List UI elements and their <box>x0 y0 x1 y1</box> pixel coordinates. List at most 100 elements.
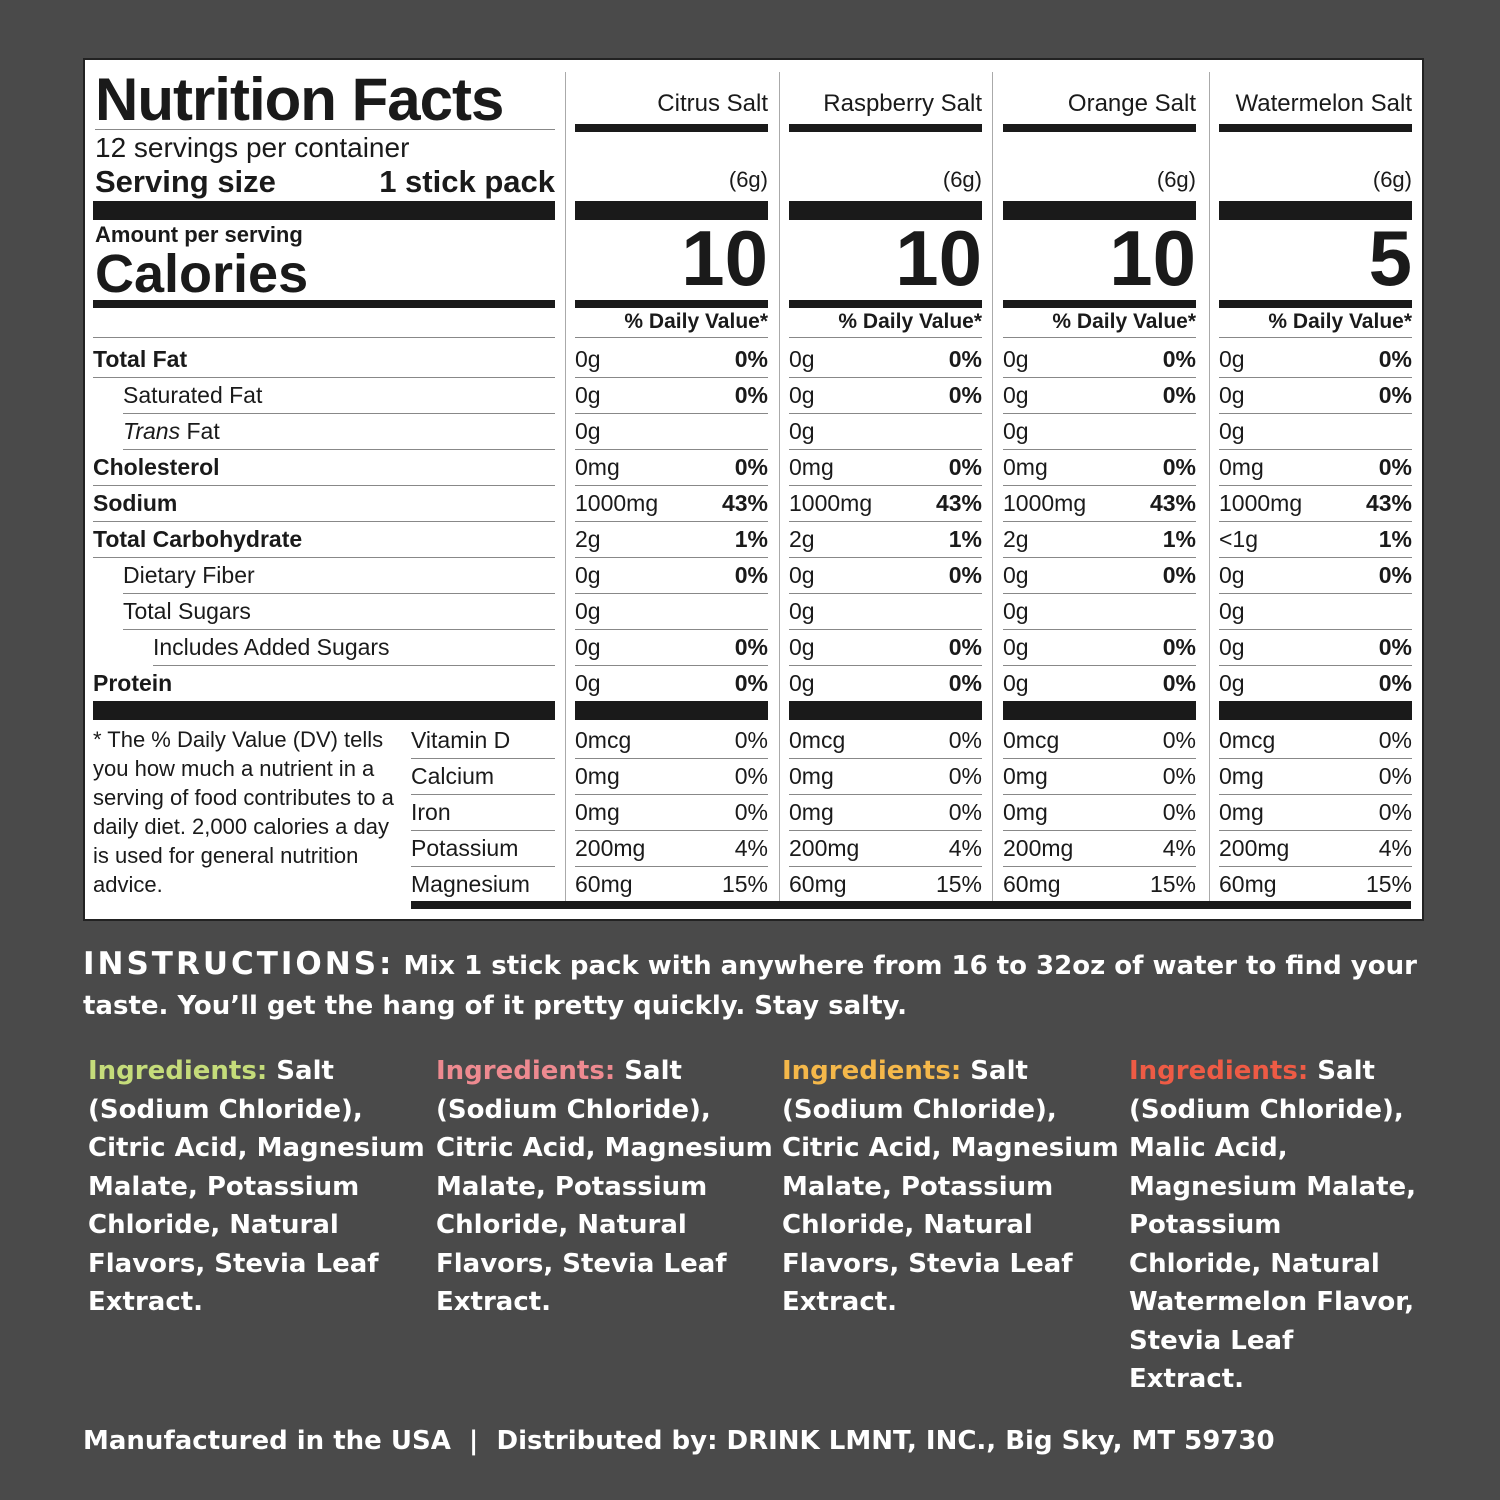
vitamin-label: Magnesium <box>411 871 530 897</box>
nutrient-value-row: 0g 0% <box>1219 665 1412 701</box>
nutrient-amount: 0g <box>789 562 815 588</box>
nutrient-label-italic: Trans <box>123 418 181 444</box>
daily-value-header: % Daily Value* <box>624 310 768 333</box>
vitamin-daily-value: 15% <box>1149 871 1196 897</box>
nutrient-amount: 0g <box>789 634 815 660</box>
product-column: Watermelon Salt (6g) 5% Daily Value* 0g 0% 0g… <box>1219 60 1412 910</box>
nutrient-value-row: 0mg 0% <box>789 449 982 485</box>
row-divider <box>93 557 555 558</box>
nutrient-value-row: 1000mg 43% <box>575 485 768 521</box>
nutrient-daily-value: 0% <box>734 670 768 696</box>
vitamin-daily-value: 0% <box>1162 799 1196 825</box>
nutrient-amount: 0g <box>1219 562 1245 588</box>
nutrient-value-row: 0g 0% <box>575 557 768 593</box>
nutrient-amount: 1000mg <box>789 490 873 516</box>
nutrient-label: Dietary Fiber <box>123 557 255 593</box>
row-divider <box>789 665 982 666</box>
vitamin-label: Vitamin D <box>411 727 511 753</box>
nutrient-daily-value: 43% <box>721 490 768 516</box>
medium-divider <box>1003 300 1196 308</box>
nutrient-amount: 0g <box>575 382 601 408</box>
nutrient-value-row: 0g 0% <box>1003 341 1196 377</box>
nutrient-value-row: 1000mg 43% <box>1219 485 1412 521</box>
daily-value-header: % Daily Value* <box>838 310 982 333</box>
row-divider <box>1003 830 1196 831</box>
nutrient-value-row: 0g <box>575 593 768 629</box>
nutrient-label-text: Dietary Fiber <box>123 562 255 588</box>
nutrient-amount: 0g <box>789 598 815 624</box>
medium-divider <box>1219 124 1412 132</box>
vitamin-amount: 0mg <box>1003 763 1048 789</box>
title-divider <box>95 129 555 130</box>
vitamin-daily-value: 0% <box>1378 727 1412 753</box>
nutrient-label-text: Fat <box>180 418 220 444</box>
vitamin-daily-value: 0% <box>734 727 768 753</box>
nutrient-daily-value: 0% <box>1162 382 1196 408</box>
row-divider <box>1003 377 1196 378</box>
row-divider <box>93 485 555 486</box>
row-divider <box>575 866 768 867</box>
row-divider <box>123 593 555 594</box>
row-divider <box>1219 830 1412 831</box>
nutrient-amount: 0g <box>1219 670 1245 696</box>
nutrient-value-row: 2g 1% <box>1003 521 1196 557</box>
nutrient-value-row: 0mg 0% <box>1219 449 1412 485</box>
nutrient-amount: 0g <box>575 634 601 660</box>
nutrient-amount: 0g <box>575 418 601 444</box>
vitamin-daily-value: 4% <box>1378 835 1412 861</box>
row-divider <box>1003 758 1196 759</box>
column-divider <box>565 72 566 902</box>
row-divider <box>411 758 555 759</box>
column-divider <box>1209 72 1210 902</box>
nutrient-label: Cholesterol <box>93 449 220 485</box>
row-divider <box>1003 449 1196 450</box>
row-divider <box>93 377 555 378</box>
nutrient-value-row: 0g 0% <box>789 557 982 593</box>
nutrient-daily-value: 0% <box>1162 562 1196 588</box>
vitamin-daily-value: 0% <box>734 763 768 789</box>
vitamin-daily-value: 0% <box>1378 799 1412 825</box>
nutrient-value-row: 0g 0% <box>1219 377 1412 413</box>
manufacturer-footer: Manufactured in the USA | Distributed by… <box>83 1425 1275 1456</box>
nutrient-amount: 0g <box>789 382 815 408</box>
nutrient-amount: 0g <box>789 418 815 444</box>
row-divider <box>575 485 768 486</box>
product-serving-size: (6g) <box>942 167 982 192</box>
serving-size: Serving size 1 stick pack <box>95 165 555 199</box>
vitamin-daily-value: 15% <box>721 871 768 897</box>
vitamin-amount: 200mg <box>789 835 860 861</box>
nutrient-amount: 2g <box>789 526 815 552</box>
vitamin-amount: 60mg <box>575 871 633 897</box>
row-divider <box>1219 521 1412 522</box>
row-divider <box>1219 758 1412 759</box>
vitamin-amount: 0mg <box>575 763 620 789</box>
vitamin-daily-value: 0% <box>948 799 982 825</box>
nutrient-amount: 0g <box>575 598 601 624</box>
nutrient-daily-value: 0% <box>1162 346 1196 372</box>
nutrient-value-row: 0g <box>789 593 982 629</box>
nutrient-daily-value: 0% <box>948 562 982 588</box>
row-divider <box>575 449 768 450</box>
vitamin-value-row: 60mg 15% <box>575 866 768 902</box>
ingredients-text: Salt (Sodium Chloride), Citric Acid, Mag… <box>436 1056 773 1317</box>
ingredients-block: Ingredients: Salt (Sodium Chloride), Mal… <box>1129 1052 1423 1399</box>
nutrient-amount: 0g <box>789 670 815 696</box>
row-divider <box>1219 665 1412 666</box>
vitamin-amount: 200mg <box>1003 835 1074 861</box>
nutrient-value-row: 0g <box>789 413 982 449</box>
nutrient-daily-value: 0% <box>948 634 982 660</box>
nutrient-amount: 0g <box>1219 598 1245 624</box>
amount-per-serving: Amount per serving <box>95 222 303 247</box>
nutrient-amount: 2g <box>1003 526 1029 552</box>
nutrient-amount: 0mg <box>575 454 620 480</box>
nutrient-amount: 0mg <box>789 454 834 480</box>
thick-divider <box>1003 201 1196 220</box>
row-divider <box>789 629 982 630</box>
daily-value-header: % Daily Value* <box>1268 310 1412 333</box>
vitamin-daily-value: 4% <box>734 835 768 861</box>
ingredients-block: Ingredients: Salt (Sodium Chloride), Cit… <box>88 1052 436 1399</box>
daily-value-footnote: * The % Daily Value (DV) tells you how m… <box>93 727 394 897</box>
row-divider <box>575 557 768 558</box>
row-divider <box>789 830 982 831</box>
bottom-divider <box>411 901 1411 909</box>
